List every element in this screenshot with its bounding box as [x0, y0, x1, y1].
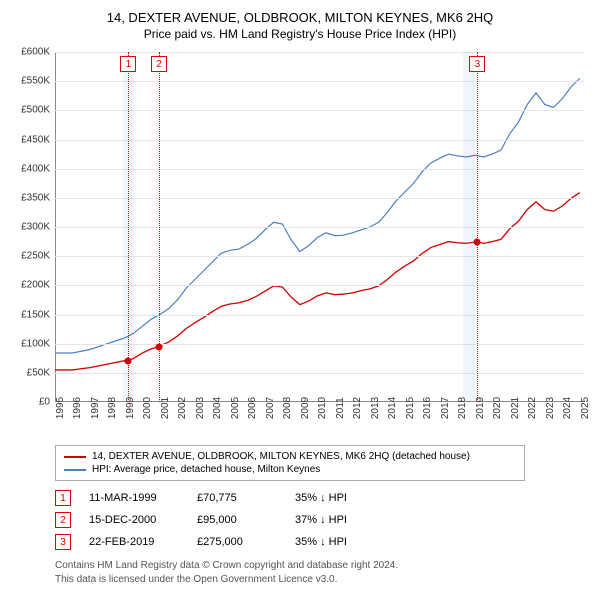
- gridline: [55, 110, 585, 111]
- x-axis-label: 1997: [90, 397, 101, 419]
- event-row: 1 11-MAR-1999 £70,775 35% ↓ HPI: [55, 487, 590, 509]
- x-axis-label: 2007: [265, 397, 276, 419]
- y-axis-label: £100K: [10, 338, 50, 349]
- y-axis-label: £200K: [10, 280, 50, 291]
- event-price: £95,000: [197, 514, 277, 526]
- gridline: [55, 52, 585, 53]
- x-axis-label: 2006: [247, 397, 258, 419]
- event-date: 22-FEB-2019: [89, 536, 179, 548]
- chart-subtitle: Price paid vs. HM Land Registry's House …: [10, 27, 590, 41]
- event-price: £275,000: [197, 536, 277, 548]
- legend-item: HPI: Average price, detached house, Milt…: [64, 463, 516, 476]
- x-axis-label: 2017: [440, 397, 451, 419]
- event-number: 3: [55, 534, 71, 550]
- x-axis-label: 2009: [300, 397, 311, 419]
- x-axis-label: 2013: [370, 397, 381, 419]
- data-point: [125, 357, 132, 364]
- x-axis-label: 2012: [352, 397, 363, 419]
- event-number: 2: [55, 512, 71, 528]
- event-line: [477, 52, 478, 402]
- x-axis-label: 2008: [282, 397, 293, 419]
- x-axis-label: 2015: [405, 397, 416, 419]
- gridline: [55, 315, 585, 316]
- x-axis-label: 2011: [335, 397, 346, 419]
- event-line: [128, 52, 129, 402]
- footnote-line: Contains HM Land Registry data © Crown c…: [55, 559, 590, 573]
- y-axis-label: £550K: [10, 76, 50, 87]
- gridline: [55, 169, 585, 170]
- gridline: [55, 373, 585, 374]
- y-axis-label: £300K: [10, 222, 50, 233]
- y-axis-label: £250K: [10, 251, 50, 262]
- legend-item: 14, DEXTER AVENUE, OLDBROOK, MILTON KEYN…: [64, 450, 516, 463]
- highlight-band: [463, 52, 475, 402]
- x-axis-label: 2005: [230, 397, 241, 419]
- y-axis-label: £350K: [10, 192, 50, 203]
- y-axis-label: £400K: [10, 163, 50, 174]
- legend-swatch: [64, 456, 86, 458]
- x-axis-label: 2023: [545, 397, 556, 419]
- event-marker: 3: [469, 56, 485, 72]
- x-axis-label: 2000: [142, 397, 153, 419]
- gridline: [55, 344, 585, 345]
- gridline: [55, 285, 585, 286]
- y-axis-label: £150K: [10, 309, 50, 320]
- gridline: [55, 140, 585, 141]
- chart-area: £0 £50K £100K £150K £200K £250K £300K £350K £400…: [10, 47, 590, 437]
- y-axis-label: £600K: [10, 47, 50, 58]
- event-marker: 1: [120, 56, 136, 72]
- event-row: 2 15-DEC-2000 £95,000 37% ↓ HPI: [55, 509, 590, 531]
- x-axis-label: 1996: [72, 397, 83, 419]
- series-hpi: [55, 78, 580, 353]
- event-delta: 37% ↓ HPI: [295, 514, 347, 526]
- gridline: [55, 81, 585, 82]
- chart-title: 14, DEXTER AVENUE, OLDBROOK, MILTON KEYN…: [10, 10, 590, 25]
- x-axis-label: 1995: [55, 397, 66, 419]
- event-price: £70,775: [197, 492, 277, 504]
- legend-swatch: [64, 469, 86, 471]
- x-axis-label: 2020: [492, 397, 503, 419]
- event-date: 11-MAR-1999: [89, 492, 179, 504]
- x-axis-label: 2001: [160, 397, 171, 419]
- event-list: 1 11-MAR-1999 £70,775 35% ↓ HPI 2 15-DEC-2000…: [55, 487, 590, 553]
- event-row: 3 22-FEB-2019 £275,000 35% ↓ HPI: [55, 531, 590, 553]
- gridline: [55, 198, 585, 199]
- x-axis-label: 2002: [177, 397, 188, 419]
- x-axis-label: 2024: [562, 397, 573, 419]
- y-axis-label: £50K: [10, 367, 50, 378]
- x-axis-label: 2004: [212, 397, 223, 419]
- event-date: 15-DEC-2000: [89, 514, 179, 526]
- data-point: [156, 343, 163, 350]
- x-axis-label: 2014: [387, 397, 398, 419]
- event-delta: 35% ↓ HPI: [295, 492, 347, 504]
- x-axis-label: 2010: [317, 397, 328, 419]
- data-point: [474, 238, 481, 245]
- y-axis-label: £0: [10, 397, 50, 408]
- x-axis-label: 2022: [527, 397, 538, 419]
- gridline: [55, 256, 585, 257]
- x-axis-label: 2025: [580, 397, 591, 419]
- x-axis-label: 2021: [510, 397, 521, 419]
- gridline: [55, 227, 585, 228]
- event-number: 1: [55, 490, 71, 506]
- y-axis-label: £450K: [10, 134, 50, 145]
- legend-label: HPI: Average price, detached house, Milt…: [92, 464, 320, 475]
- event-marker: 2: [151, 56, 167, 72]
- footnote-line: This data is licensed under the Open Gov…: [55, 573, 590, 587]
- legend-label: 14, DEXTER AVENUE, OLDBROOK, MILTON KEYN…: [92, 451, 470, 462]
- x-axis-label: 2003: [195, 397, 206, 419]
- x-axis-label: 1998: [107, 397, 118, 419]
- y-axis-label: £500K: [10, 105, 50, 116]
- footnote: Contains HM Land Registry data © Crown c…: [55, 559, 590, 586]
- legend: 14, DEXTER AVENUE, OLDBROOK, MILTON KEYN…: [55, 445, 525, 481]
- x-axis-label: 2016: [422, 397, 433, 419]
- event-delta: 35% ↓ HPI: [295, 536, 347, 548]
